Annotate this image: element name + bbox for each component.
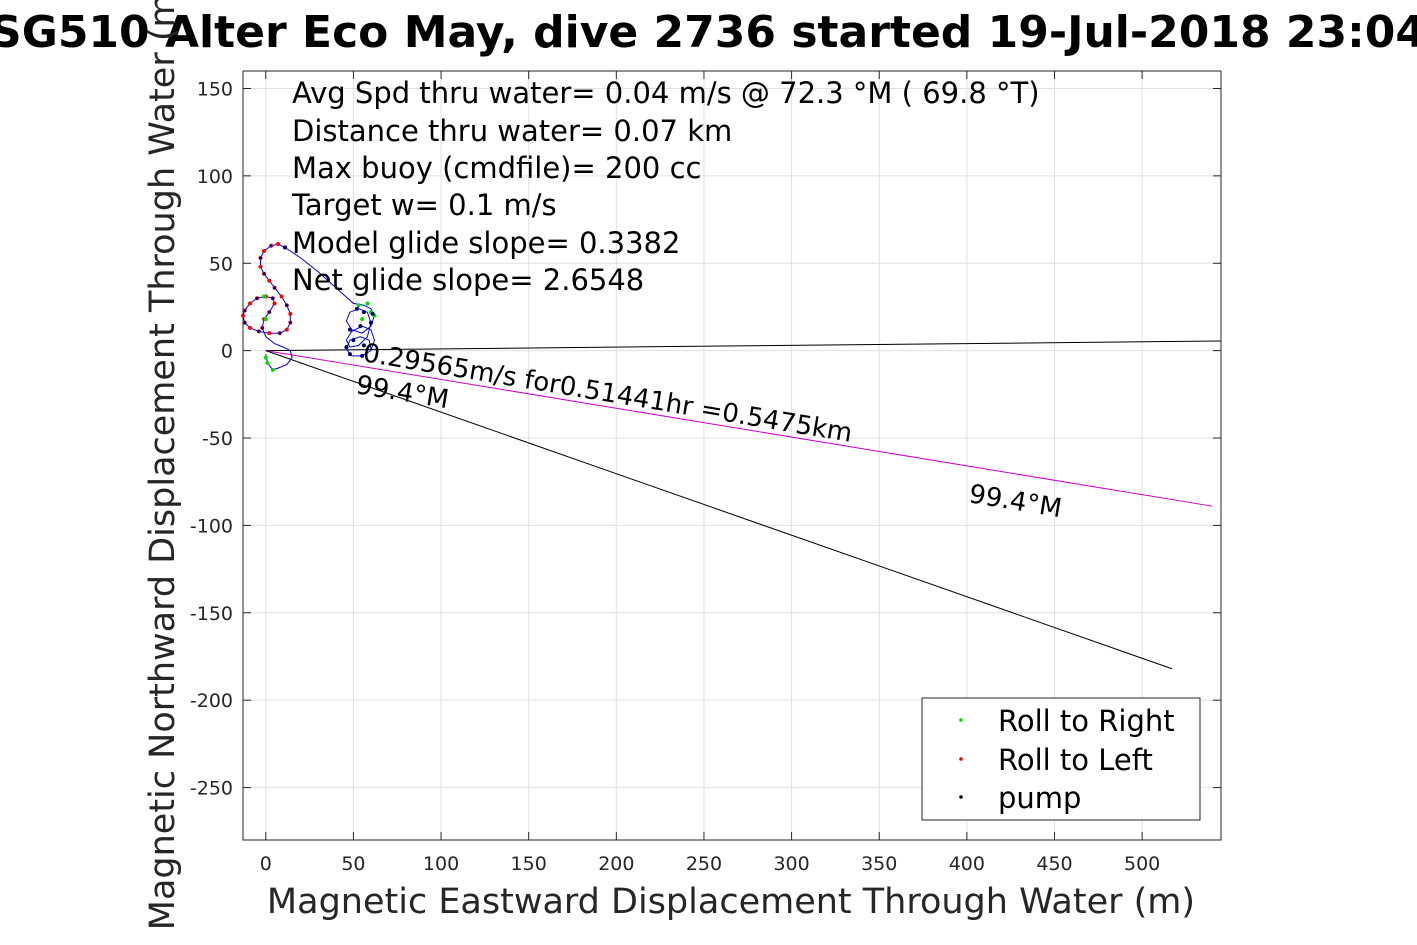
- info-net-glide-slope: Net glide slope= 2.6548: [292, 263, 644, 297]
- roll-left-point: [248, 301, 253, 306]
- roll-right-point: [356, 303, 361, 308]
- roll-right-point: [360, 317, 365, 322]
- pump-point: [243, 321, 247, 325]
- track-layer: [242, 243, 376, 371]
- x-tick-label: 350: [861, 853, 897, 875]
- roll-right-point: [262, 294, 267, 299]
- pump-point: [257, 329, 261, 333]
- pump-point: [278, 331, 282, 335]
- pump-point: [255, 296, 259, 300]
- y-tick-label: -150: [190, 603, 233, 625]
- glider-track: [242, 243, 376, 371]
- pump-point: [370, 311, 375, 316]
- y-tick-label: 0: [221, 341, 233, 363]
- pump-point: [271, 296, 275, 300]
- info-max-buoy: Max buoy (cmdfile)= 200 cc: [292, 151, 701, 185]
- roll-left-point: [288, 311, 293, 316]
- y-tick-label: -50: [202, 428, 233, 450]
- pump-point: [243, 308, 247, 312]
- roll-left-point: [248, 325, 253, 330]
- marker-layer: [241, 242, 377, 372]
- roll-right-point: [270, 367, 275, 372]
- pump-point: [283, 245, 288, 250]
- x-axis-label: Magnetic Eastward Displacement Through W…: [267, 882, 1195, 922]
- legend-label-roll-right: Roll to Right: [998, 704, 1175, 738]
- x-tick-label: 100: [423, 853, 459, 875]
- speed-vector: [265, 350, 1213, 507]
- y-tick-label: -250: [190, 778, 233, 800]
- y-tick-label: 150: [197, 78, 233, 100]
- x-tick-label: 300: [773, 853, 809, 875]
- axis-ticks: 0 50 100 150 200 250 300 350 400 450 500150100500-…: [190, 71, 1221, 875]
- roll-left-point: [276, 242, 281, 247]
- x-tick-label: 250: [686, 853, 722, 875]
- pump-point: [269, 244, 273, 248]
- info-text-block: Avg Spd thru water= 0.04 m/s @ 72.3 °M (…: [291, 76, 1040, 297]
- x-tick-label: 500: [1124, 853, 1160, 875]
- roll-left-point: [267, 331, 272, 336]
- legend-marker-roll-left: [959, 757, 963, 761]
- pump-point: [344, 345, 349, 350]
- roll-right-point: [265, 360, 270, 365]
- vector-lines: [265, 340, 1222, 670]
- roll-left-point: [267, 278, 272, 283]
- roll-left-point: [262, 249, 267, 254]
- y-axis-label: Magnetic Northward Displacement Through …: [143, 0, 183, 930]
- roll-left-point: [258, 264, 263, 269]
- roll-right-point: [263, 355, 268, 360]
- heading-annotation-end: 99.4°M: [967, 479, 1064, 524]
- y-tick-label: -200: [190, 690, 233, 712]
- x-tick-label: 200: [598, 853, 634, 875]
- x-tick-label: 50: [341, 853, 365, 875]
- pump-point: [354, 306, 359, 311]
- current-vector: [265, 350, 1173, 670]
- info-model-glide-slope: Model glide slope= 0.3382: [292, 226, 680, 260]
- roll-left-point: [272, 301, 277, 306]
- plot-area: [242, 70, 1222, 841]
- x-tick-label: 0: [260, 853, 272, 875]
- legend-box: [921, 697, 1201, 821]
- y-tick-label: 50: [209, 253, 233, 275]
- chart-title: SG510 Alter Eco May, dive 2736 started 1…: [0, 7, 1417, 58]
- pump-point: [358, 324, 363, 329]
- roll-right-point: [365, 301, 370, 306]
- pump-point: [288, 321, 292, 325]
- info-distance: Distance thru water= 0.07 km: [292, 114, 732, 148]
- pump-point: [368, 320, 373, 325]
- pump-point: [285, 303, 289, 307]
- grid: [243, 71, 1221, 840]
- heading-line: [265, 340, 1222, 352]
- roll-left-point: [279, 294, 284, 299]
- pump-point: [273, 286, 277, 290]
- pump-point: [262, 272, 266, 276]
- pump-point: [351, 338, 356, 343]
- legend-label-roll-left: Roll to Left: [998, 743, 1153, 777]
- legend-label-pump: pump: [998, 781, 1081, 815]
- pump-point: [260, 326, 264, 330]
- pump-point: [360, 353, 365, 358]
- x-tick-label: 150: [511, 853, 547, 875]
- y-tick-label: -100: [190, 515, 233, 537]
- legend-marker-pump: [959, 795, 963, 799]
- pump-point: [347, 327, 352, 332]
- pump-point: [267, 310, 271, 314]
- legend-marker-roll-right: [959, 718, 963, 722]
- y-tick-label: 100: [197, 166, 233, 188]
- pump-point: [361, 343, 366, 348]
- legend: Roll to Right Roll to Left pump: [921, 697, 1201, 821]
- roll-left-point: [284, 327, 289, 332]
- roll-left-point: [241, 313, 245, 318]
- info-avg-speed: Avg Spd thru water= 0.04 m/s @ 72.3 °M (…: [292, 76, 1040, 110]
- x-tick-label: 450: [1036, 853, 1072, 875]
- info-target-w: Target w= 0.1 m/s: [291, 188, 557, 222]
- pump-point: [361, 310, 366, 315]
- roll-right-point: [263, 317, 268, 322]
- x-tick-label: 400: [949, 853, 985, 875]
- pump-point: [347, 352, 352, 357]
- pump-point: [259, 256, 263, 260]
